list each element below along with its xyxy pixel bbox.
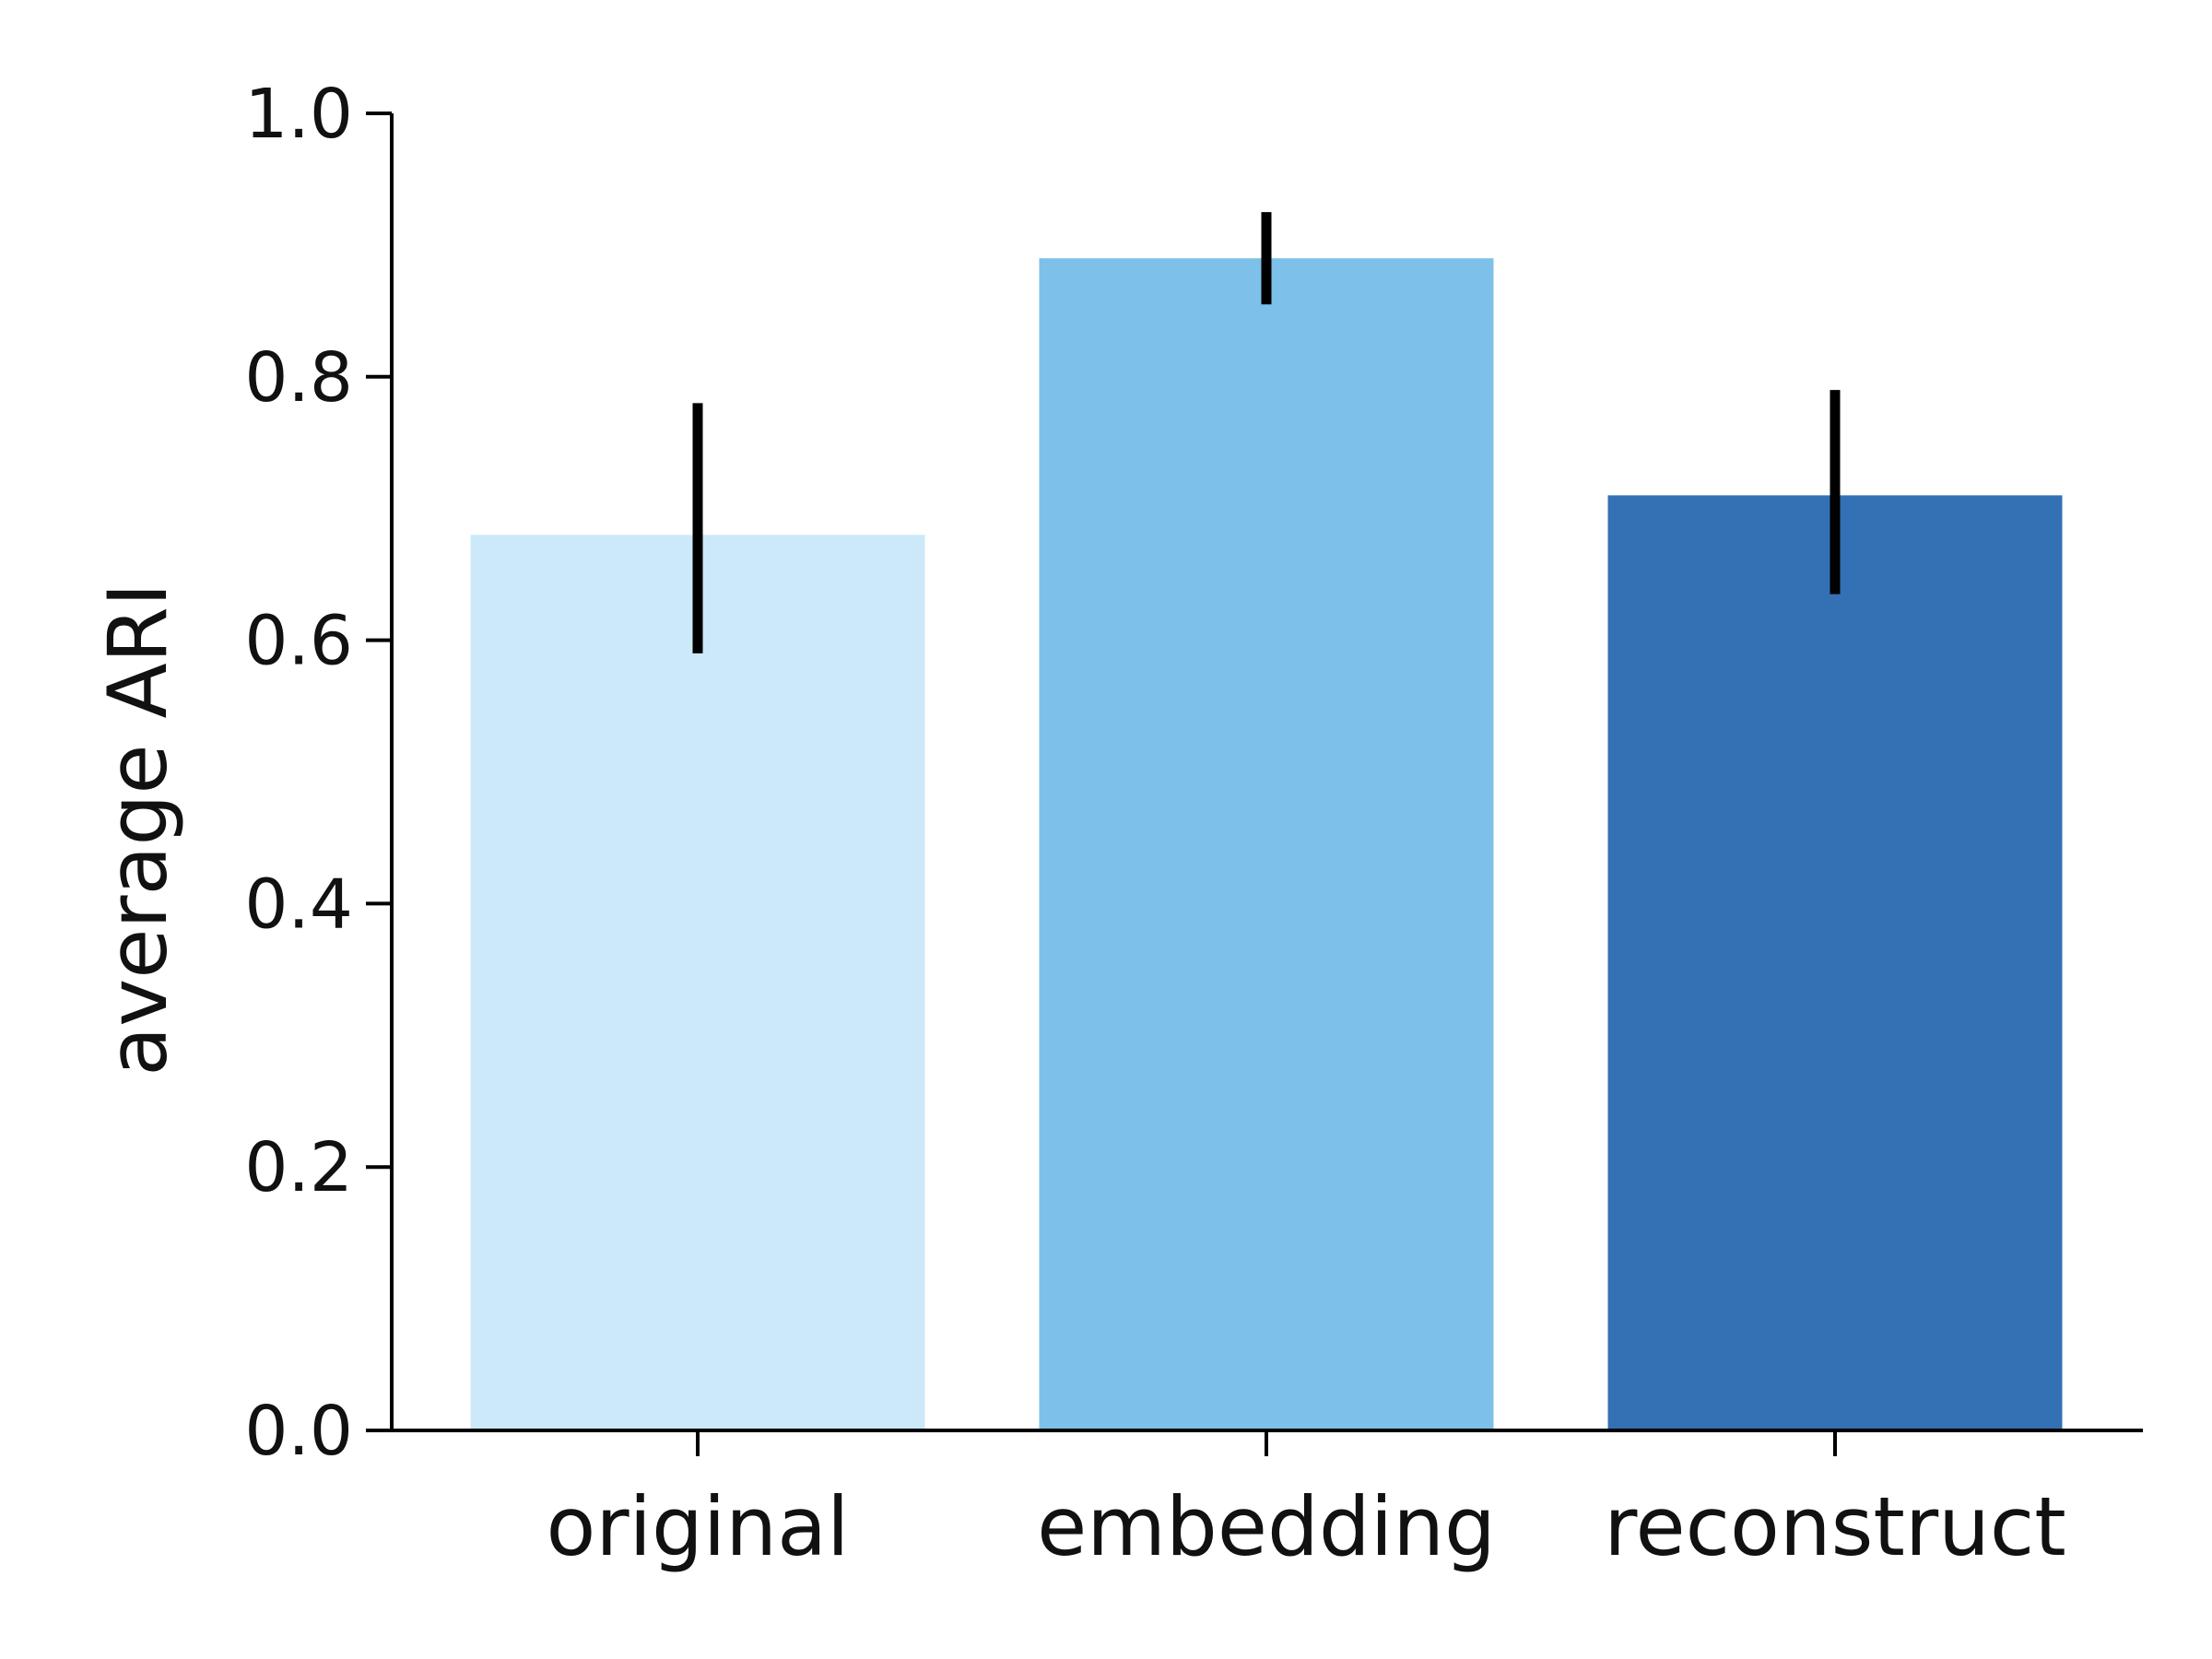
x-ticks-group: original embedding reconstruct — [547, 1430, 2066, 1574]
bar-original — [470, 535, 925, 1430]
y-tick-label: 0.4 — [244, 865, 353, 944]
y-tick-label: 0.0 — [244, 1392, 353, 1471]
x-tick-label-original: original — [547, 1479, 850, 1574]
y-axis-title: average ARI — [90, 582, 185, 1077]
bars-group — [470, 258, 2063, 1431]
x-tick-label-reconstruct: reconstruct — [1604, 1479, 2066, 1574]
bar-embedding — [1039, 258, 1494, 1431]
x-tick-label-embedding: embedding — [1037, 1479, 1496, 1574]
bar-reconstruct — [1607, 495, 2063, 1430]
errorbars-group — [692, 212, 1841, 653]
y-ticks-group: 0.0 0.2 0.4 0.6 0.8 1.0 — [244, 75, 392, 1471]
y-tick-label: 0.8 — [244, 338, 353, 418]
y-tick-label: 1.0 — [244, 75, 353, 154]
y-tick-label: 0.2 — [244, 1128, 353, 1207]
y-tick-label: 0.6 — [244, 602, 353, 681]
